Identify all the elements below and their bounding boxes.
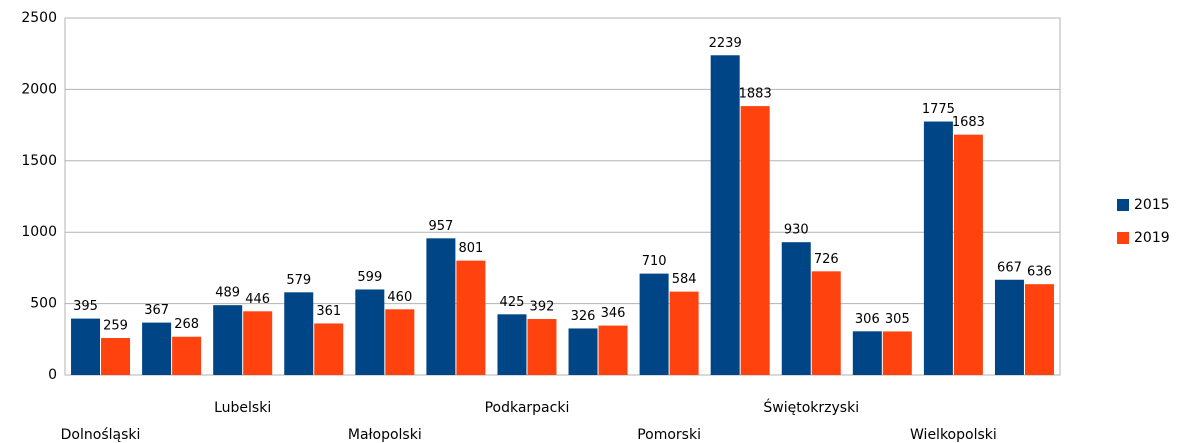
legend-swatch xyxy=(1117,199,1129,211)
data-label: 268 xyxy=(174,317,199,332)
data-label: 326 xyxy=(571,309,596,324)
bar xyxy=(568,328,598,375)
data-label: 446 xyxy=(245,292,270,307)
data-label: 1883 xyxy=(739,87,772,102)
y-tick-label: 1500 xyxy=(21,153,57,169)
bar xyxy=(426,238,456,375)
bar xyxy=(710,55,740,375)
data-label: 489 xyxy=(215,286,240,301)
bar xyxy=(497,314,527,375)
data-label: 599 xyxy=(357,270,382,285)
data-label: 584 xyxy=(672,272,697,287)
bar xyxy=(598,325,628,375)
bar xyxy=(953,134,983,375)
data-label: 259 xyxy=(103,319,128,334)
y-tick-label: 2000 xyxy=(21,81,57,97)
bar xyxy=(71,318,101,375)
bar xyxy=(172,336,202,375)
x-tick-label: Pomorski xyxy=(637,427,701,443)
data-label: 579 xyxy=(286,273,311,288)
data-label: 425 xyxy=(500,295,525,310)
bar xyxy=(639,273,669,375)
bar xyxy=(669,291,699,375)
bar xyxy=(385,309,415,375)
data-label: 710 xyxy=(642,254,667,269)
data-label: 395 xyxy=(73,299,98,314)
data-label: 636 xyxy=(1027,265,1052,280)
bar xyxy=(101,338,131,375)
legend-label: 2019 xyxy=(1134,230,1170,246)
bar xyxy=(994,279,1024,375)
y-tick-label: 2500 xyxy=(21,10,57,26)
y-tick-label: 0 xyxy=(48,367,57,383)
data-label: 957 xyxy=(428,219,453,234)
data-label: 367 xyxy=(144,303,169,318)
x-tick-label: Lubelski xyxy=(214,400,271,416)
data-label: 2239 xyxy=(709,36,742,51)
bar xyxy=(811,271,841,375)
data-label: 460 xyxy=(387,290,412,305)
bar xyxy=(882,331,912,375)
x-tick-label: Małopolski xyxy=(348,427,422,443)
bar xyxy=(923,121,953,375)
bar xyxy=(781,242,811,375)
bar xyxy=(1024,284,1054,375)
x-tick-label: Podkarpacki xyxy=(485,400,570,416)
x-tick-label: Świętokrzyski xyxy=(763,398,859,416)
data-label: 1683 xyxy=(952,115,985,130)
bar xyxy=(456,260,486,375)
data-label: 930 xyxy=(784,223,809,238)
legend-swatch xyxy=(1117,232,1129,244)
data-label: 1775 xyxy=(922,102,955,117)
bar xyxy=(213,305,243,375)
legend-label: 2015 xyxy=(1134,197,1170,213)
bar xyxy=(142,322,172,375)
data-label: 801 xyxy=(458,241,483,256)
bar xyxy=(740,106,770,375)
bar xyxy=(852,331,882,375)
y-tick-label: 500 xyxy=(30,296,57,312)
data-label: 361 xyxy=(316,304,341,319)
bar xyxy=(243,311,273,375)
bar xyxy=(355,289,385,375)
y-tick-label: 1000 xyxy=(21,224,57,240)
x-tick-label: Wielkopolski xyxy=(910,427,997,443)
data-label: 667 xyxy=(997,260,1022,275)
bar xyxy=(527,319,557,375)
data-label: 306 xyxy=(855,312,880,327)
data-label: 726 xyxy=(814,252,839,267)
data-label: 392 xyxy=(530,300,555,315)
bar xyxy=(284,292,314,375)
data-label: 346 xyxy=(601,306,626,321)
x-tick-label: Dolnośląski xyxy=(61,427,141,443)
data-label: 305 xyxy=(885,312,910,327)
bar xyxy=(314,323,344,375)
